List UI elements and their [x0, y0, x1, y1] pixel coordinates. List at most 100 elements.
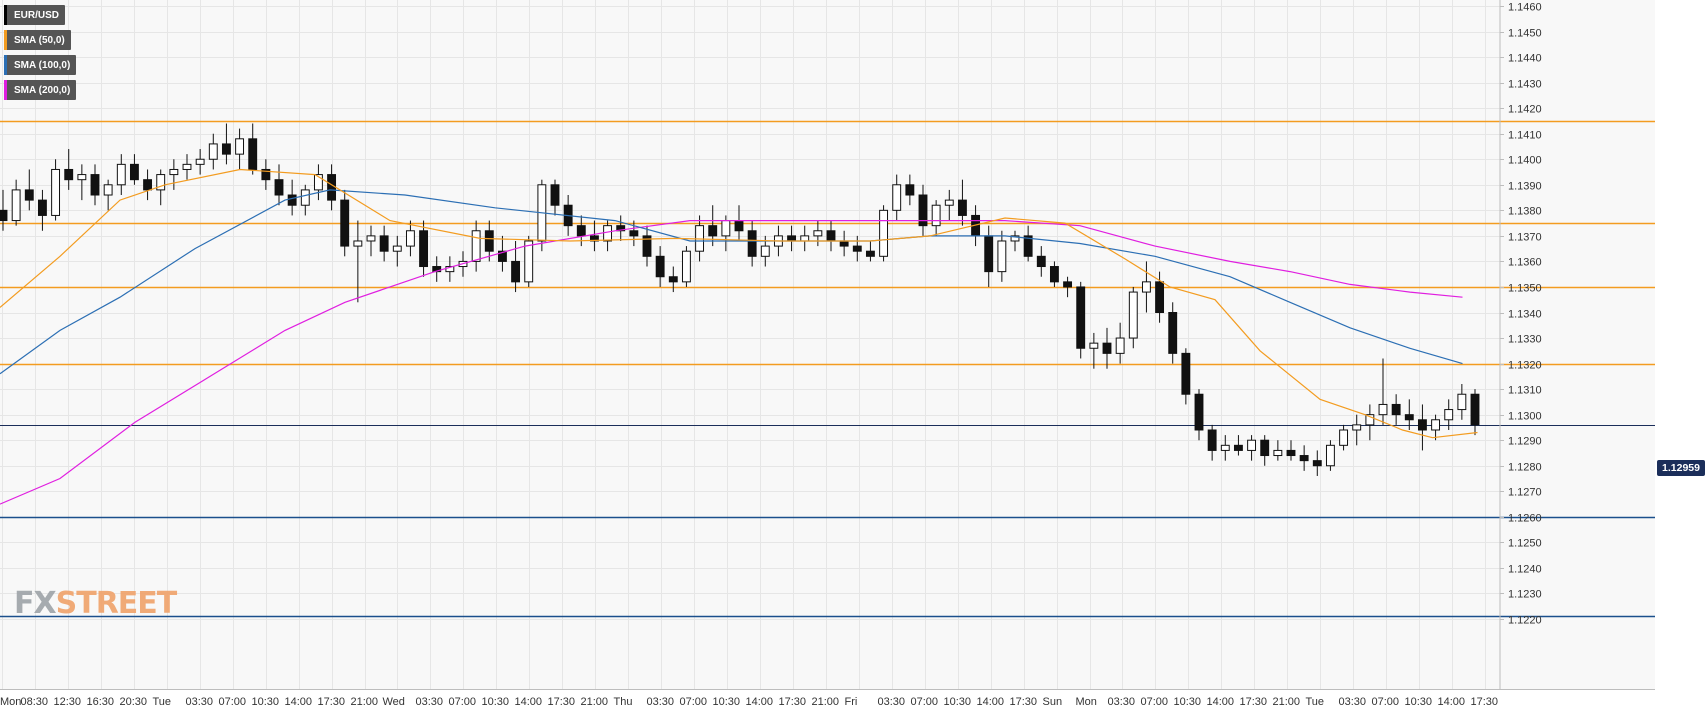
candle	[156, 169, 166, 206]
candle	[405, 220, 415, 257]
candle-body-down	[90, 174, 100, 196]
horizontal-levels	[0, 120, 1655, 618]
candle	[892, 174, 902, 221]
candle	[1260, 435, 1270, 466]
candle-body-down	[1417, 419, 1427, 431]
candle	[1431, 414, 1441, 441]
x-tick-label: Tue	[1306, 696, 1325, 708]
legend-label-sma200: SMA (200,0)	[14, 84, 71, 96]
candle	[287, 179, 297, 216]
candle	[1076, 281, 1086, 359]
candle	[392, 235, 402, 267]
x-tick-label: 21:00	[812, 696, 840, 708]
candle-body-up	[524, 240, 534, 283]
candle-body-down	[1049, 266, 1059, 283]
x-tick-label: 16:30	[87, 696, 115, 708]
candle	[1404, 399, 1414, 430]
candle-body-down	[37, 199, 47, 216]
candle	[957, 179, 967, 226]
candle-body-up	[116, 163, 126, 186]
candle-body-down	[379, 235, 389, 252]
candle	[471, 220, 481, 272]
candle-body-down	[918, 194, 928, 227]
candle-body-down	[1063, 281, 1073, 288]
legend-label-sma100: SMA (100,0)	[14, 59, 71, 71]
candle	[1063, 276, 1073, 298]
x-tick-label: Mon	[1076, 696, 1097, 708]
candle-body-up	[1444, 409, 1454, 421]
candle-body-down	[668, 276, 678, 283]
candle-body-up	[103, 184, 113, 196]
candle	[1128, 286, 1138, 349]
x-tick-label: 14:00	[515, 696, 543, 708]
candle	[1233, 435, 1243, 456]
candle	[497, 235, 507, 272]
candle-body-up	[721, 220, 731, 237]
candle	[681, 246, 691, 287]
candle	[1339, 424, 1349, 451]
candle-body-down	[576, 225, 586, 237]
y-tick-label: 1.1270	[1508, 487, 1542, 499]
candle	[813, 220, 823, 247]
candle	[668, 266, 678, 293]
legend-item-sma200[interactable]: SMA (200,0)	[4, 80, 77, 100]
candle-body-up	[1365, 414, 1375, 426]
x-tick-label: 20:30	[120, 696, 148, 708]
candle	[1010, 230, 1020, 252]
candles	[0, 123, 1480, 476]
x-tick-label: 10:30	[1405, 696, 1433, 708]
candle-body-up	[879, 209, 889, 257]
legend: EUR/USD SMA (50,0) SMA (100,0) SMA (200,…	[4, 5, 77, 105]
candle	[1207, 424, 1217, 461]
logo-street: STREET	[55, 586, 178, 621]
candle-body-down	[0, 209, 8, 222]
sma50-line	[0, 168, 1478, 439]
candle-body-up	[1115, 337, 1125, 354]
x-tick-label: 12:30	[54, 696, 82, 708]
x-tick-label: 07:00	[1372, 696, 1400, 708]
y-tick-label: 1.1330	[1508, 334, 1542, 346]
x-tick-label: 07:00	[1141, 696, 1169, 708]
y-tick-label: 1.1230	[1508, 589, 1542, 601]
legend-swatch-symbol	[4, 5, 7, 25]
x-tick-label: 03:30	[1339, 696, 1367, 708]
candle	[642, 225, 652, 267]
candle-body-down	[839, 240, 849, 247]
legend-item-symbol[interactable]: EUR/USD	[4, 5, 66, 25]
candle-body-down	[642, 235, 652, 257]
candle	[261, 159, 271, 190]
x-tick-label: 14:00	[285, 696, 313, 708]
plot-area[interactable]	[0, 0, 1655, 690]
candle-body-down	[708, 225, 718, 237]
candle-body-down	[274, 179, 284, 196]
x-tick-label: 03:30	[647, 696, 675, 708]
y-tick-label: 1.1370	[1508, 232, 1542, 244]
candle-body-down	[865, 250, 875, 257]
candle	[1089, 332, 1099, 369]
candle-body-down	[1076, 286, 1086, 349]
legend-item-sma50[interactable]: SMA (50,0)	[4, 30, 71, 50]
candle-body-down	[1404, 414, 1414, 421]
candle	[1470, 389, 1480, 436]
candle	[0, 189, 8, 231]
candle-body-up	[366, 235, 376, 242]
legend-label-sma50: SMA (50,0)	[14, 34, 65, 46]
candle-body-down	[340, 199, 350, 247]
legend-item-sma100[interactable]: SMA (100,0)	[4, 55, 77, 75]
y-axis: 1.1460 1.1450 1.1440 1.1430 1.1420 1.1410 1.14…	[1499, 0, 1542, 690]
candle-body-down	[248, 138, 258, 170]
candle-body-up	[235, 138, 245, 155]
candle	[1325, 440, 1335, 471]
candle-body-up	[760, 245, 770, 257]
candle-body-down	[616, 225, 626, 232]
candle-body-down	[497, 250, 507, 262]
candle-body-down	[129, 163, 139, 181]
y-tick-label: 1.1410	[1508, 130, 1542, 142]
candle	[1247, 435, 1257, 461]
legend-swatch-sma100	[4, 55, 7, 75]
y-tick-label: 1.1250	[1508, 538, 1542, 550]
candle-body-down	[629, 230, 639, 237]
candle-body-down	[734, 220, 744, 232]
candle	[64, 149, 74, 190]
y-tick-label: 1.1260	[1508, 513, 1542, 525]
